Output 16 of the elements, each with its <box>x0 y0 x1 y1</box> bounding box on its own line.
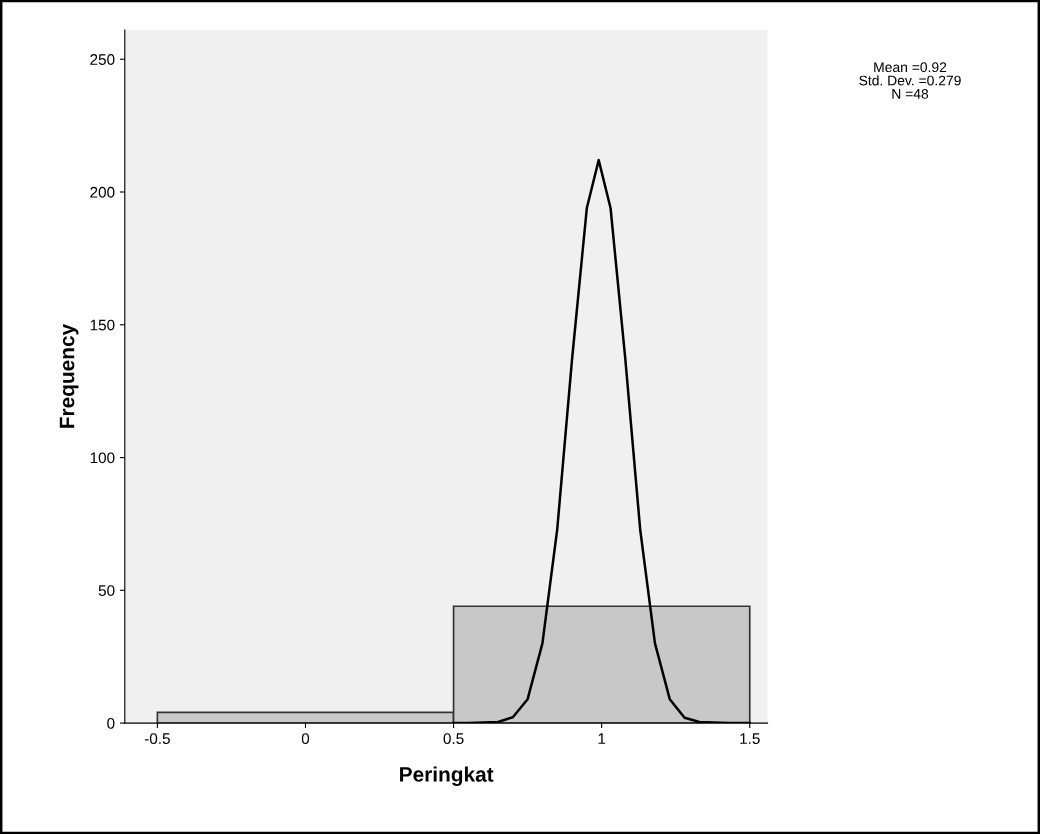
y-tick-label: 200 <box>90 186 115 198</box>
y-tick-label: 250 <box>90 54 115 65</box>
text: Mean =0.92 <box>874 62 947 73</box>
x-tick-label: 0.5 <box>443 733 464 745</box>
y-tick-label: 0 <box>107 717 115 729</box>
y-axis-title: Frequency <box>59 323 79 428</box>
y-tick-label: 100 <box>90 452 115 464</box>
y-tick-label: 50 <box>98 585 115 596</box>
text: Std. Dev. =0.279 <box>859 75 961 86</box>
y-tick-label: 150 <box>90 319 115 331</box>
x-axis-title: Peringkat <box>400 766 494 786</box>
x-tick-label: 1 <box>598 733 606 744</box>
x-tick-label: 1.5 <box>740 733 760 745</box>
x-tick-label: -0.5 <box>144 733 170 745</box>
x-tick-label: 0 <box>301 733 310 745</box>
text: N =48 <box>892 88 929 99</box>
